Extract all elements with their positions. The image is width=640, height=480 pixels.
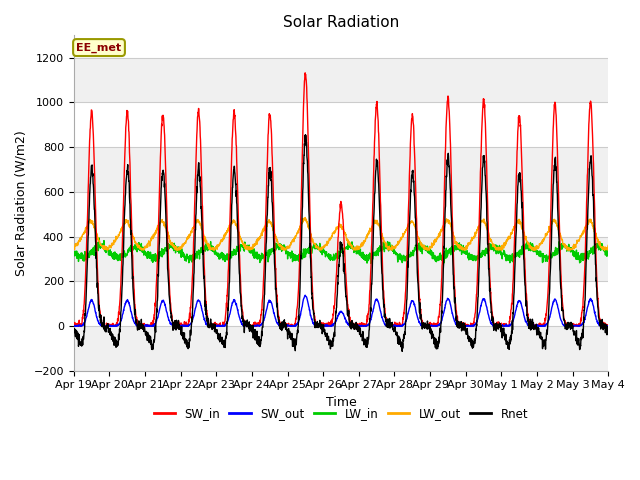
Text: EE_met: EE_met — [76, 42, 122, 53]
Bar — [74, 58, 608, 102]
Bar — [74, 192, 608, 237]
Bar — [74, 326, 608, 371]
Y-axis label: Solar Radiation (W/m2): Solar Radiation (W/m2) — [15, 130, 28, 276]
Bar — [74, 237, 608, 281]
Title: Solar Radiation: Solar Radiation — [283, 15, 399, 30]
X-axis label: Time: Time — [326, 396, 356, 409]
Legend: SW_in, SW_out, LW_in, LW_out, Rnet: SW_in, SW_out, LW_in, LW_out, Rnet — [148, 403, 533, 425]
Bar — [74, 147, 608, 192]
Bar — [74, 102, 608, 147]
Bar — [74, 281, 608, 326]
